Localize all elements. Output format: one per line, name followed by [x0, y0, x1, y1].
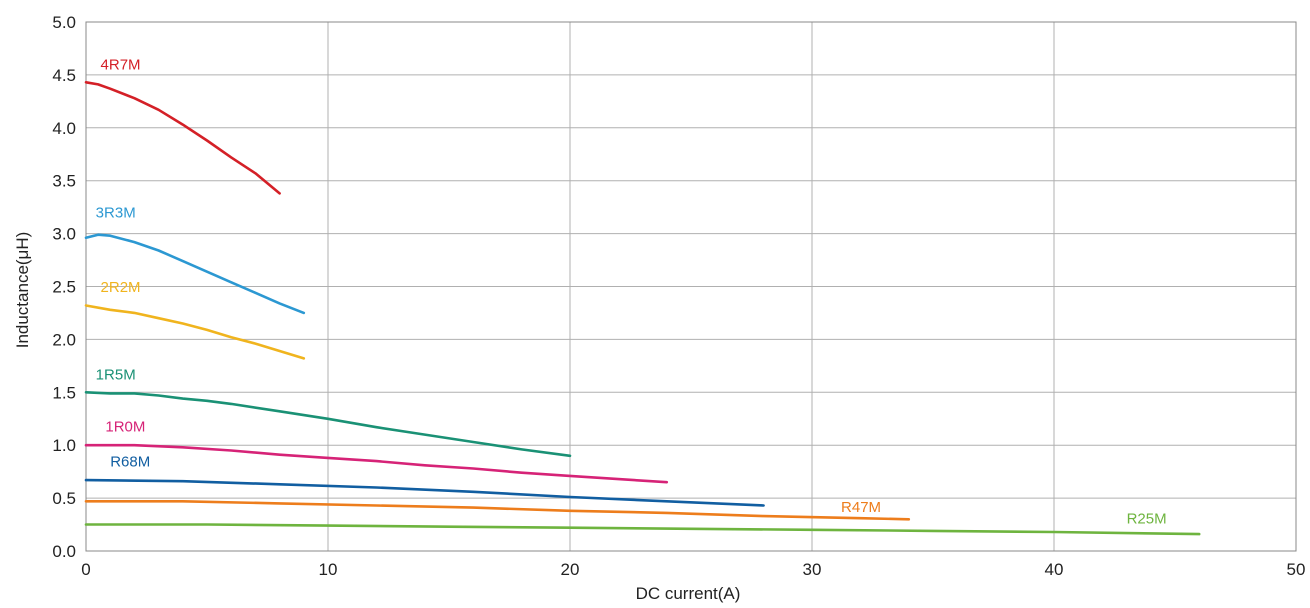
series-layer [84, 81, 1201, 536]
series-line-3r3m [84, 233, 306, 315]
y-tick-label: 1.5 [52, 383, 76, 402]
x-tick-label: 40 [1045, 560, 1064, 579]
y-tick-label: 3.0 [52, 225, 76, 244]
series-line-1r0m [84, 443, 669, 484]
y-tick-label: 1.0 [52, 436, 76, 455]
y-tick-label: 0.5 [52, 489, 76, 508]
plot-frame [85, 21, 1297, 552]
y-tick-label: 4.0 [52, 119, 76, 138]
y-tick-label: 5.0 [52, 13, 76, 32]
series-label-1r5m: 1R5M [96, 367, 136, 384]
series-line-r47m [84, 499, 911, 521]
series-label-4r7m: 4R7M [101, 57, 141, 74]
x-tick-label: 50 [1287, 560, 1306, 579]
series-line-r25m [84, 523, 1201, 536]
series-line-2r2m [84, 304, 306, 360]
label-layer: 4R7M 3R3M 2R2M 1R5M 1R0M R68M R47M R25M [96, 57, 1167, 528]
series-label-r47m: R47M [841, 499, 881, 516]
y-tick-label: 3.5 [52, 172, 76, 191]
grid-layer [85, 21, 1297, 552]
y-tick-label: 4.5 [52, 66, 76, 85]
y-tick-label: 0.0 [52, 542, 76, 561]
y-tick-label: 2.0 [52, 330, 76, 349]
series-line-1r5m [84, 390, 572, 458]
x-tick-label: 20 [561, 560, 580, 579]
x-axis-title: DC current(A) [636, 584, 741, 603]
x-tick-label: 0 [81, 560, 90, 579]
tick-layer: 0 10 20 30 40 50 0.0 0.5 1.0 1.5 2.0 2.5 3.0 3.5 4.0 4.… [52, 13, 1305, 579]
series-label-1r0m: 1R0M [105, 418, 145, 435]
series-label-2r2m: 2R2M [101, 279, 141, 296]
y-tick-label: 2.5 [52, 278, 76, 297]
series-label-r68m: R68M [110, 453, 150, 470]
y-axis-title: Inductance(μH) [13, 232, 32, 349]
series-label-3r3m: 3R3M [96, 205, 136, 222]
x-tick-label: 30 [803, 560, 822, 579]
series-line-r68m [84, 478, 765, 507]
x-tick-label: 10 [319, 560, 338, 579]
series-line-4r7m [84, 81, 281, 195]
series-label-r25m: R25M [1127, 510, 1167, 527]
